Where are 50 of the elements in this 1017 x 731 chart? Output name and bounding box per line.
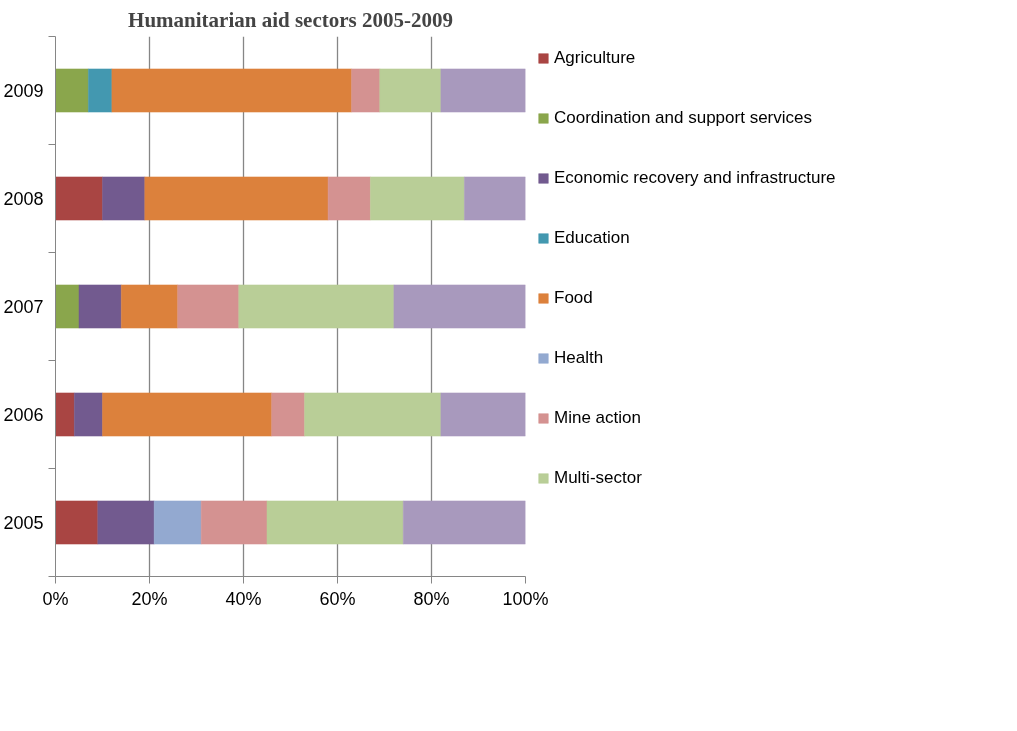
bar (304, 392, 442, 437)
bar (55, 284, 80, 329)
bar (153, 500, 202, 545)
bar (200, 500, 268, 545)
bar (464, 176, 526, 221)
bar (102, 176, 146, 221)
bar (351, 68, 381, 113)
bar (327, 176, 371, 221)
legend-label: Multi-sector (554, 468, 642, 488)
bar (370, 176, 465, 221)
bar (266, 500, 404, 545)
chart-title: Humanitarian aid sectors 2005-2009 (128, 7, 453, 32)
bar (121, 284, 178, 329)
bar (271, 392, 305, 437)
x-tick-label: 80% (413, 588, 450, 609)
y-tick-label: 2008 (3, 189, 44, 209)
bar (97, 500, 155, 545)
legend-label: Health (554, 348, 604, 368)
bar (55, 176, 103, 221)
legend-label: Economic recovery and infrastructure (554, 168, 836, 188)
bar (144, 176, 329, 221)
x-tick-label: 20% (131, 588, 168, 609)
legend-label: Agriculture (554, 48, 636, 68)
bar (78, 284, 122, 329)
y-tick-label: 2005 (3, 513, 44, 533)
legend-label: Food (554, 288, 593, 308)
x-tick-label: 40% (225, 588, 262, 609)
bar (379, 68, 442, 113)
bar (177, 284, 240, 329)
bar (55, 68, 89, 113)
bar (238, 284, 395, 329)
x-tick-label: 0% (42, 588, 69, 609)
bar (440, 68, 526, 113)
bar (102, 392, 272, 437)
bar (440, 392, 526, 437)
y-tick-label: 2009 (3, 81, 44, 101)
bar (74, 392, 103, 437)
legend-label: Coordination and support services (554, 108, 812, 128)
bar (55, 392, 75, 437)
y-tick-label: 2007 (3, 297, 44, 317)
bar (403, 500, 526, 545)
bar (393, 284, 526, 329)
x-tick-label: 60% (319, 588, 356, 609)
bar (88, 68, 113, 113)
bar (55, 500, 99, 545)
x-tick-label: 100% (502, 588, 549, 609)
bar (111, 68, 352, 113)
y-tick-label: 2006 (3, 405, 44, 425)
legend-label: Education (554, 228, 630, 248)
legend-label: Mine action (554, 408, 641, 428)
